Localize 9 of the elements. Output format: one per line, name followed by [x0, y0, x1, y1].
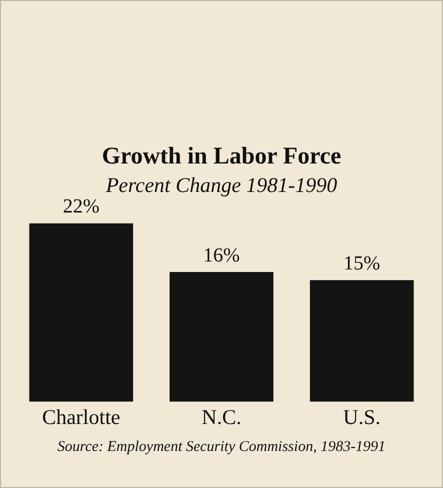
x-tick-label: Charlotte: [42, 404, 120, 429]
data-label: 16%: [203, 244, 240, 266]
data-label: 15%: [343, 252, 380, 274]
data-label: 22%: [62, 196, 100, 218]
chart-subtitle: Percent Change 1981-1990: [104, 172, 338, 197]
chart-title: Growth in Labor Force: [102, 144, 342, 170]
source-note: Source: Employment Security Commission, 1983-1991: [56, 439, 387, 456]
x-tick-label: N.C.: [202, 404, 242, 429]
x-tick-label: U.S.: [343, 404, 381, 429]
